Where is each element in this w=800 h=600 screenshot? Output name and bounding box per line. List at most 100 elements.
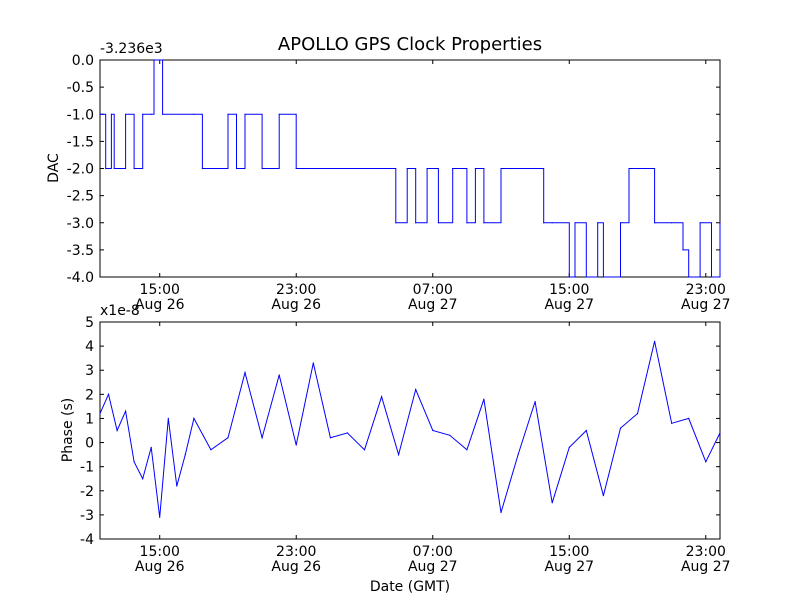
- phase-data-point: [261, 437, 263, 439]
- phase-data-point: [636, 413, 639, 415]
- dac-y-tick-label: -3.5: [67, 243, 94, 259]
- phase-data-point: [671, 422, 673, 424]
- phase-data-point: [398, 454, 400, 456]
- phase-data-point: [585, 429, 587, 432]
- dac-data-point: [329, 167, 331, 170]
- dac-data-point: [312, 167, 314, 170]
- dac-x-tick-date: Aug 26: [271, 297, 321, 313]
- dac-data-point: [466, 222, 468, 224]
- phase-data-point: [568, 446, 570, 448]
- phase-data-point: [719, 432, 721, 434]
- phase-y-tick-label: 3: [85, 363, 94, 379]
- dac-data-point: [534, 167, 536, 170]
- dac-data-point: [201, 167, 203, 170]
- dac-x-tick-date: Aug 27: [544, 297, 594, 313]
- dac-x-tick-time: 15:00: [549, 282, 589, 298]
- phase-x-tick-time: 15:00: [140, 544, 180, 560]
- phase-y-tick-label: -2: [80, 484, 94, 500]
- dac-x-tick-time: 23:00: [276, 282, 316, 298]
- phase-data-point: [295, 444, 297, 446]
- phase-data-point: [517, 454, 519, 456]
- dac-data-point: [110, 113, 112, 115]
- dac-data-point: [597, 222, 599, 224]
- phase-y-tick-label: -4: [80, 532, 94, 548]
- phase-data-point: [133, 461, 135, 463]
- dac-y-tick-label: -1.5: [67, 134, 94, 150]
- dac-y-tick-label: -3.0: [67, 216, 94, 232]
- dac-x-tick-time: 15:00: [140, 282, 180, 298]
- dac-y-ticks: 0.0 -0.5 -1.0 -1.5 -2.0 -2.5 -3.0 -3.5 -4.0: [67, 53, 720, 286]
- dac-data-point: [474, 167, 476, 170]
- dac-x-tick-date: Aug 26: [135, 297, 185, 313]
- phase-y-tick-label: 5: [85, 315, 94, 331]
- phase-data-point: [381, 396, 383, 398]
- dac-data-point: [278, 113, 280, 115]
- dac-data-point: [395, 222, 397, 224]
- dac-x-tick-time: 23:00: [686, 282, 726, 298]
- dac-x-tick-date: Aug 27: [408, 297, 458, 313]
- dac-data-point: [574, 222, 576, 224]
- dac-data-point: [602, 276, 605, 278]
- dac-data-point: [682, 249, 684, 251]
- dac-data-point: [710, 276, 713, 278]
- phase-data-point: [483, 398, 485, 400]
- dac-data-point: [295, 167, 297, 170]
- dac-data-point: [162, 113, 164, 115]
- dac-x-tick-time: 07:00: [413, 282, 453, 298]
- dac-data-point: [654, 222, 656, 224]
- dac-data-point: [671, 222, 673, 224]
- dac-data-point: [153, 59, 155, 61]
- phase-x-tick-time: 23:00: [276, 544, 316, 560]
- phase-data-point: [432, 429, 434, 432]
- phase-data-point: [466, 449, 468, 451]
- phase-x-tick-time: 07:00: [413, 544, 453, 560]
- phase-data-point: [116, 429, 118, 432]
- dac-data-point: [517, 167, 519, 170]
- dac-data-point: [619, 222, 622, 224]
- phase-axes-frame: [99, 321, 721, 540]
- phase-data-point: [346, 432, 348, 434]
- phase-y-tick-label: 2: [85, 387, 94, 403]
- dac-data-point: [628, 167, 630, 170]
- dac-y-tick-label: -4.0: [67, 270, 94, 286]
- dac-y-tick-label: -2.5: [67, 189, 94, 205]
- phase-x-tick-time: 15:00: [549, 544, 589, 560]
- dac-data-point: [406, 167, 408, 170]
- dac-data-point: [568, 276, 570, 278]
- dac-data-point: [113, 167, 115, 170]
- dac-y-tick-label: -0.5: [67, 80, 94, 96]
- phase-data-point: [278, 374, 280, 376]
- phase-data-point: [312, 362, 314, 364]
- phase-data-point: [150, 446, 152, 448]
- phase-y-ticks: 5 4 3 2 1 0 -1 -2 -3 -4: [80, 315, 720, 548]
- phase-data-point: [227, 437, 229, 439]
- dac-data-point: [551, 222, 553, 224]
- phase-data-point: [705, 461, 707, 463]
- dac-data-point: [193, 113, 195, 115]
- dac-data-point: [452, 167, 454, 170]
- dac-x-tick-date: Aug 27: [681, 297, 731, 313]
- dac-data-point: [500, 167, 502, 170]
- dac-data-point: [99, 113, 101, 115]
- phase-x-axis-label: Date (GMT): [370, 579, 450, 595]
- phase-data-point: [167, 417, 169, 419]
- phase-data-point: [602, 495, 605, 497]
- dac-panel: -3.236e3 DAC 0.0 -0.5 -1.0 -1.5 -2.0 -2.5 -3.0…: [46, 41, 731, 313]
- phase-data-point: [449, 434, 451, 436]
- dac-data-point: [244, 113, 246, 115]
- phase-data-point: [176, 485, 178, 487]
- phase-data-point: [244, 372, 246, 374]
- phase-data-point: [534, 401, 536, 403]
- phase-data-point: [551, 502, 553, 504]
- phase-data-point: [193, 417, 195, 419]
- dac-data-point: [483, 222, 485, 224]
- dac-data-point: [235, 167, 238, 170]
- dac-y-axis-label: DAC: [46, 153, 62, 183]
- phase-y-axis-label: Phase (s): [60, 398, 76, 462]
- phase-data-point: [142, 478, 144, 480]
- dac-data-point: [585, 276, 587, 278]
- dac-y-tick-label: -1.0: [67, 107, 94, 123]
- phase-panel: x1e-8 Phase (s) Date (GMT) 5 4 3 2 1 0 -1 -2 -3 -…: [60, 303, 731, 595]
